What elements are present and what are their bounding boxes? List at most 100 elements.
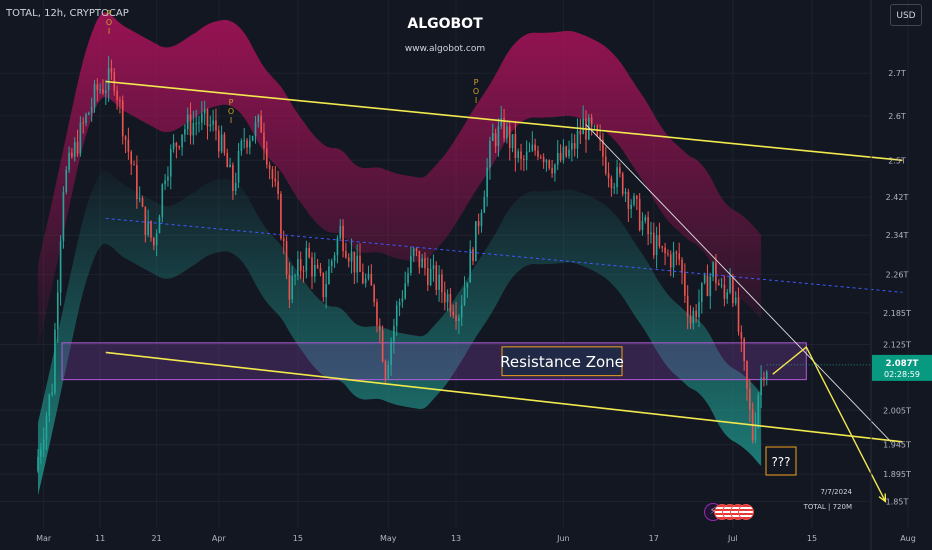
- candle-body[interactable]: [45, 415, 48, 440]
- us-flag-icon[interactable]: [738, 504, 754, 520]
- candle-body[interactable]: [681, 259, 683, 273]
- candle-body[interactable]: [669, 254, 672, 268]
- candle-body[interactable]: [71, 152, 73, 157]
- candle-body[interactable]: [514, 134, 517, 159]
- candle-body[interactable]: [229, 164, 231, 168]
- candle-body[interactable]: [760, 377, 762, 395]
- candle-body[interactable]: [636, 196, 638, 199]
- candle-body[interactable]: [297, 259, 299, 276]
- candle-body[interactable]: [466, 282, 469, 288]
- candle-body[interactable]: [763, 377, 765, 379]
- candle-body[interactable]: [195, 122, 197, 124]
- candle-body[interactable]: [390, 341, 392, 365]
- candle-body[interactable]: [147, 221, 149, 236]
- candle-body[interactable]: [257, 115, 260, 123]
- candle-body[interactable]: [407, 273, 409, 284]
- candle-body[interactable]: [579, 130, 582, 135]
- candle-body[interactable]: [455, 315, 457, 322]
- candle-body[interactable]: [268, 164, 271, 170]
- candle-body[interactable]: [322, 272, 325, 298]
- candle-body[interactable]: [415, 248, 418, 251]
- candle-body[interactable]: [274, 178, 277, 182]
- candle-body[interactable]: [395, 305, 398, 326]
- candle-body[interactable]: [167, 176, 169, 181]
- candle-body[interactable]: [477, 221, 480, 227]
- candle-body[interactable]: [234, 182, 237, 191]
- candle-body[interactable]: [370, 273, 373, 286]
- candle-body[interactable]: [655, 235, 658, 256]
- candle-body[interactable]: [720, 284, 723, 286]
- candle-body[interactable]: [381, 330, 384, 362]
- candle-body[interactable]: [576, 130, 579, 149]
- candle-body[interactable]: [51, 392, 53, 395]
- candle-body[interactable]: [342, 225, 344, 252]
- candle-body[interactable]: [265, 148, 268, 165]
- candle-body[interactable]: [678, 253, 681, 260]
- descending-trendline[interactable]: [585, 124, 892, 443]
- candle-body[interactable]: [695, 310, 697, 318]
- candle-body[interactable]: [582, 118, 584, 135]
- candle-body[interactable]: [475, 221, 477, 262]
- candle-body[interactable]: [664, 247, 666, 254]
- candle-body[interactable]: [517, 151, 520, 159]
- candle-body[interactable]: [237, 151, 240, 183]
- candle-body[interactable]: [554, 164, 556, 174]
- candle-body[interactable]: [181, 134, 183, 148]
- candle-body[interactable]: [280, 193, 282, 239]
- candle-body[interactable]: [621, 173, 624, 194]
- last-price-tag[interactable]: [872, 354, 932, 381]
- candle-body[interactable]: [743, 338, 745, 362]
- candle-body[interactable]: [73, 142, 76, 157]
- candle-body[interactable]: [432, 265, 435, 269]
- candle-body[interactable]: [90, 106, 93, 113]
- candle-body[interactable]: [749, 388, 751, 410]
- candle-body[interactable]: [441, 274, 443, 293]
- candle-body[interactable]: [184, 129, 186, 135]
- candle-body[interactable]: [641, 220, 644, 230]
- candle-body[interactable]: [525, 151, 528, 161]
- candle-body[interactable]: [133, 164, 135, 166]
- candle-body[interactable]: [469, 249, 471, 283]
- candle-body[interactable]: [551, 167, 553, 174]
- candle-body[interactable]: [607, 173, 610, 179]
- candle-body[interactable]: [288, 274, 291, 300]
- candle-body[interactable]: [692, 310, 695, 324]
- candle-body[interactable]: [186, 114, 189, 130]
- candle-body[interactable]: [458, 317, 460, 322]
- candle-body[interactable]: [684, 272, 686, 296]
- candle-body[interactable]: [734, 297, 737, 304]
- candle-body[interactable]: [506, 126, 508, 139]
- candle-body[interactable]: [215, 120, 217, 131]
- candle-body[interactable]: [333, 255, 336, 261]
- candle-body[interactable]: [661, 246, 664, 248]
- candle-body[interactable]: [260, 115, 262, 133]
- candle-body[interactable]: [489, 140, 491, 168]
- channel-trendline[interactable]: [105, 351, 903, 443]
- candle-body[interactable]: [56, 292, 59, 330]
- candle-body[interactable]: [356, 255, 359, 273]
- candle-body[interactable]: [672, 252, 675, 268]
- candle-body[interactable]: [302, 270, 305, 272]
- candle-body[interactable]: [446, 294, 449, 303]
- candle-body[interactable]: [717, 283, 720, 286]
- candle-body[interactable]: [523, 159, 525, 161]
- candle-body[interactable]: [765, 371, 768, 379]
- candle-body[interactable]: [737, 297, 740, 332]
- candle-body[interactable]: [754, 424, 757, 441]
- candle-body[interactable]: [282, 238, 285, 242]
- candle-body[interactable]: [520, 151, 522, 160]
- candle-body[interactable]: [508, 126, 511, 148]
- candle-body[interactable]: [42, 439, 45, 450]
- candle-body[interactable]: [362, 271, 364, 284]
- candle-body[interactable]: [311, 257, 313, 277]
- candle-body[interactable]: [76, 142, 79, 154]
- candle-body[interactable]: [393, 325, 395, 342]
- candle-body[interactable]: [537, 150, 539, 157]
- candle-body[interactable]: [700, 282, 703, 303]
- channel-midline[interactable]: [105, 217, 903, 293]
- candle-body[interactable]: [314, 264, 316, 277]
- candle-body[interactable]: [644, 216, 647, 221]
- candle-body[interactable]: [110, 68, 113, 73]
- candle-body[interactable]: [421, 258, 423, 268]
- candle-body[interactable]: [367, 273, 370, 279]
